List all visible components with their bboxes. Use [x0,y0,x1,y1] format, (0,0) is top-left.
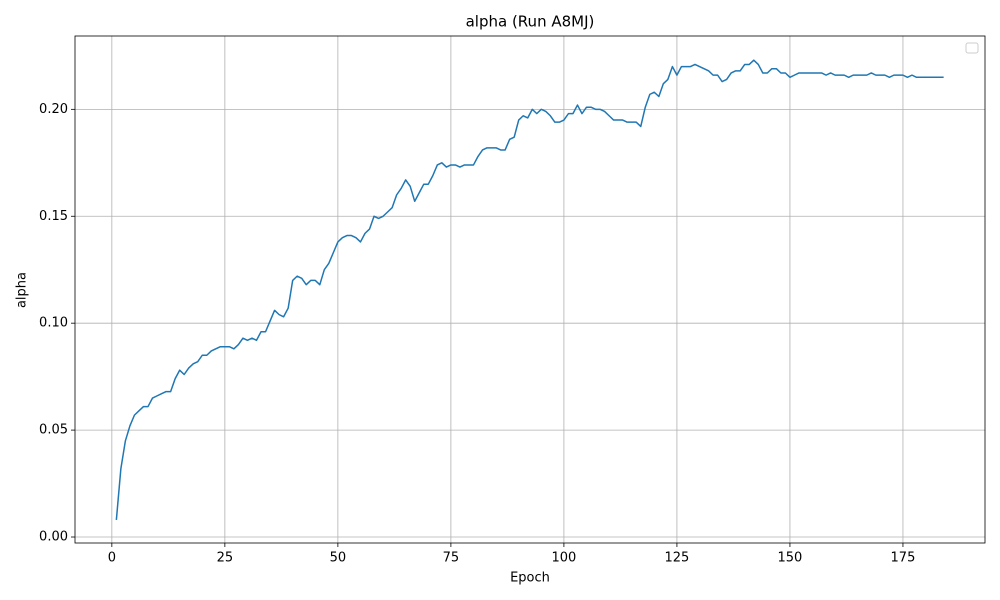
x-tick-label: 125 [665,551,690,566]
legend-box [965,42,979,54]
x-tick-label: 175 [891,551,916,566]
x-tick-label: 25 [217,551,234,566]
y-tick-label: 0.05 [39,423,68,438]
data-line [115,59,944,520]
x-axis-label: Epoch [510,571,550,586]
x-tick-label: 150 [778,551,803,566]
y-axis-label: alpha [15,272,30,308]
x-tick-label: 50 [330,551,347,566]
chart-title: alpha (Run A8MJ) [466,13,595,31]
x-tick-label: 0 [108,551,116,566]
grid [75,36,985,543]
y-tick-label: 0.10 [39,316,68,331]
axes-frame [74,35,986,544]
y-tick-label: 0.20 [39,102,68,117]
x-tick-label: 75 [443,551,460,566]
y-tick-label: 0.15 [39,209,68,224]
y-tick-label: 0.00 [39,530,68,545]
x-tick-label: 100 [551,551,576,566]
plot [115,59,944,520]
